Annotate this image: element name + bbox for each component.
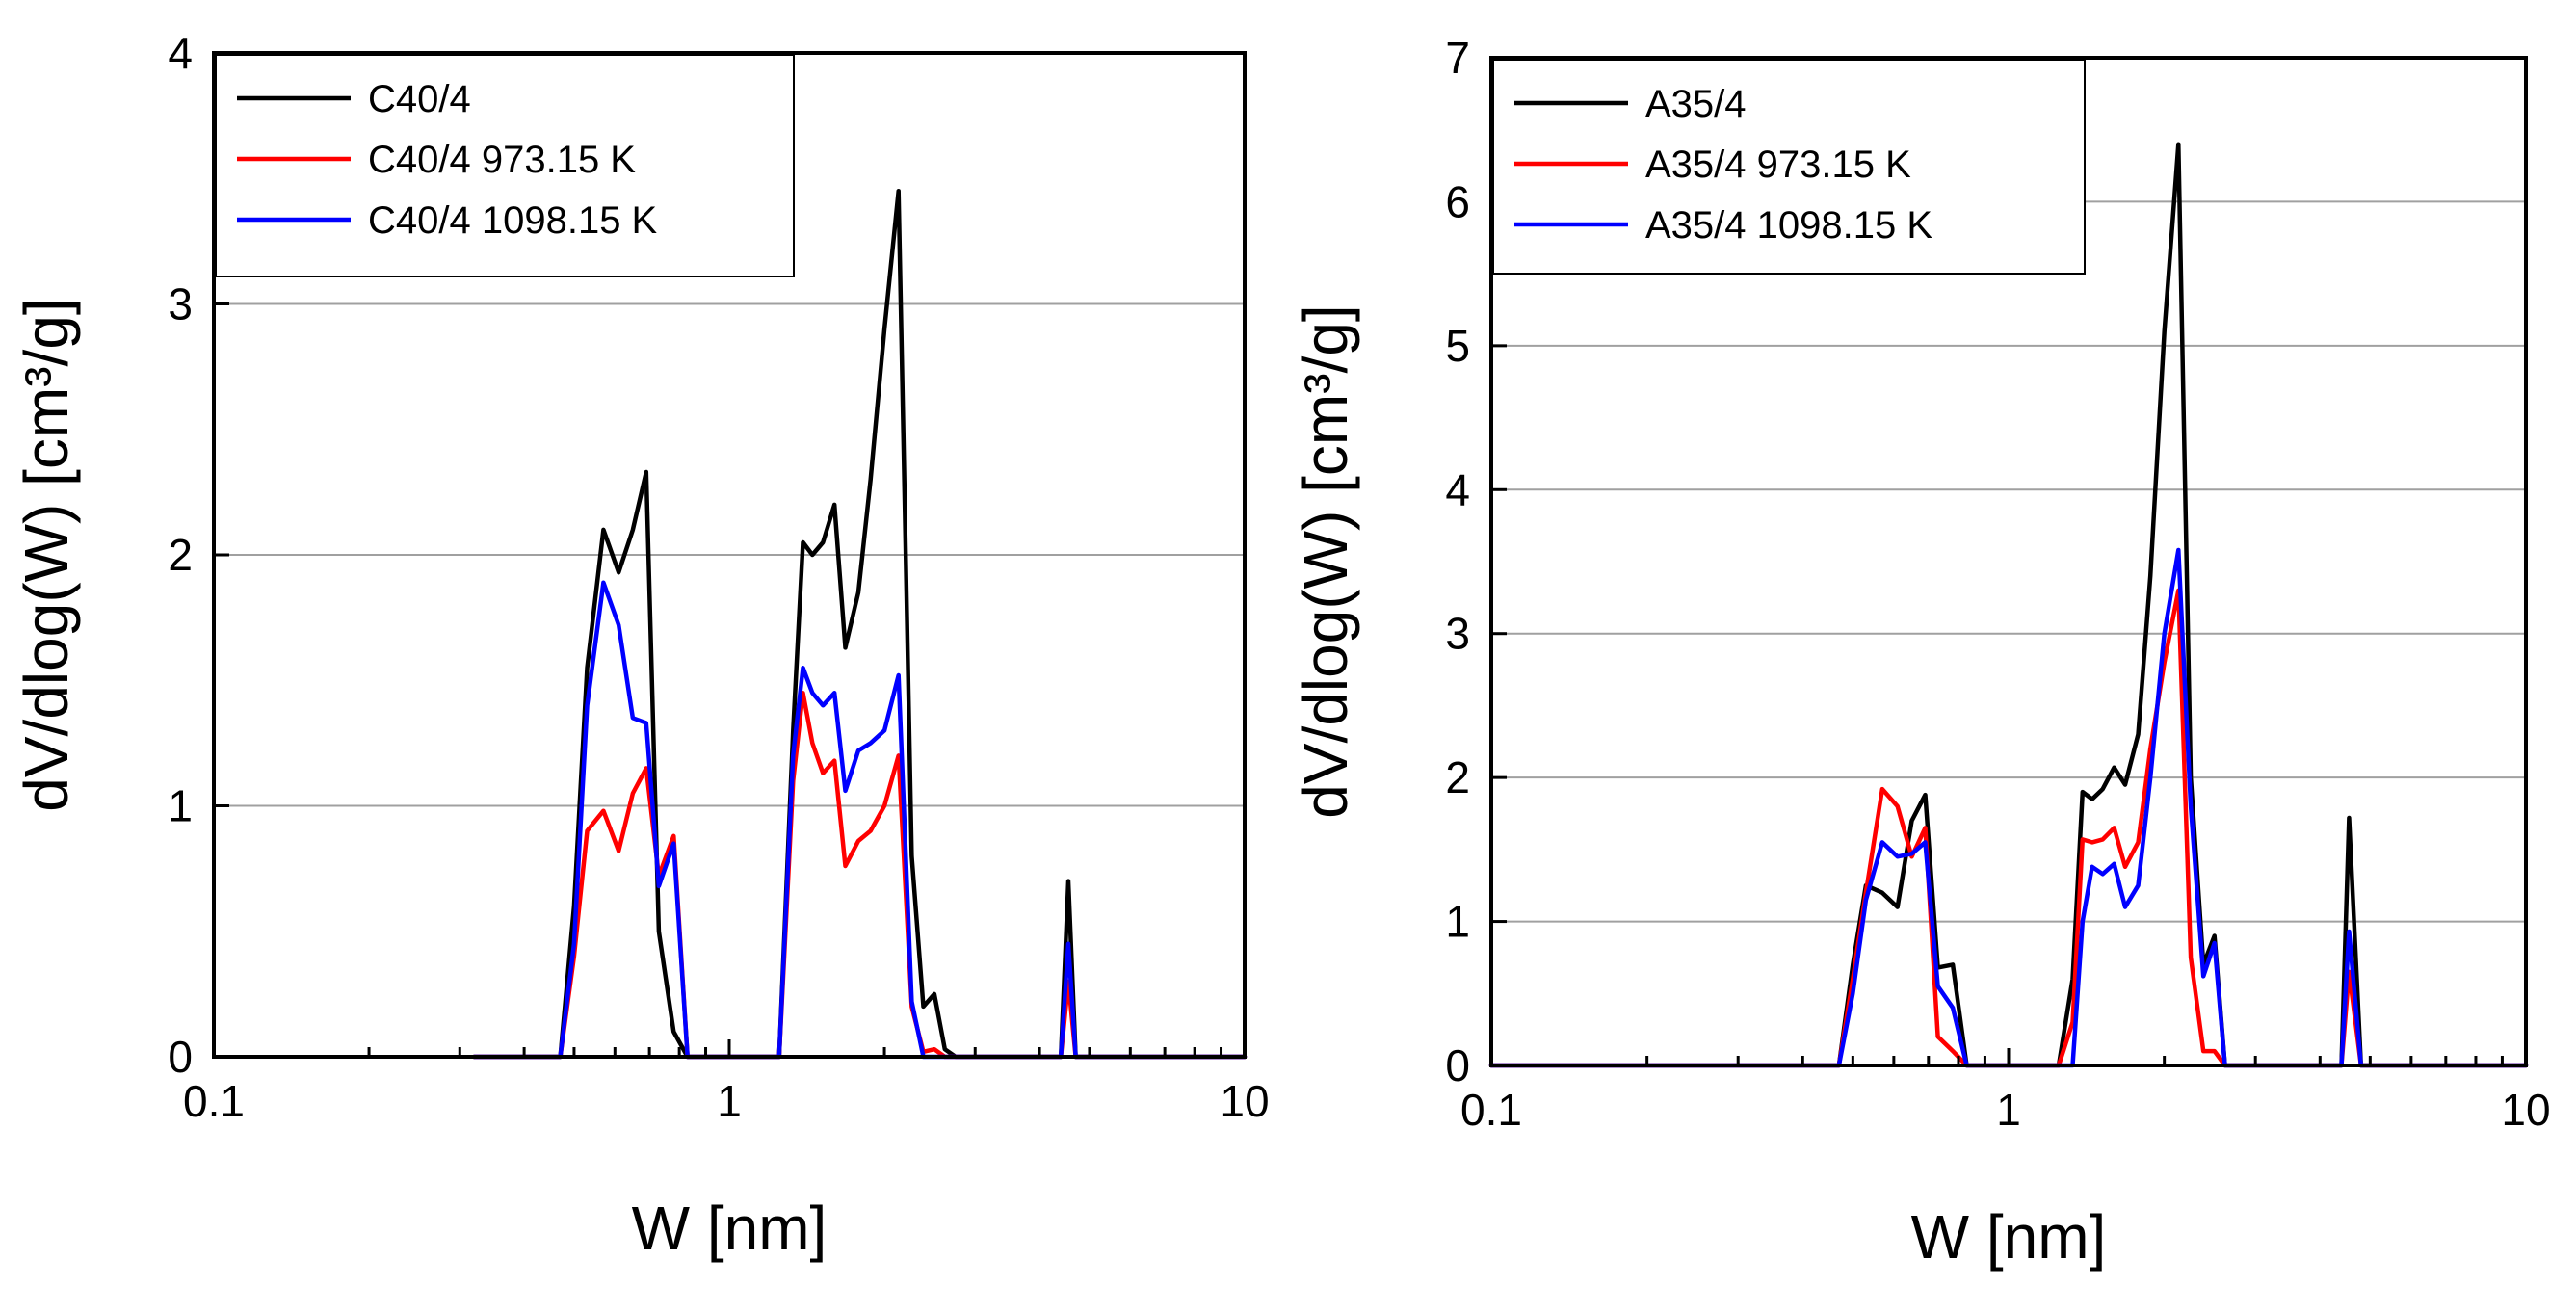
y-tick-label-2: 2 (168, 530, 193, 580)
y-tick-label-6: 6 (1445, 176, 1470, 226)
series-line-0 (1488, 142, 2529, 1068)
legend-box (215, 54, 795, 277)
series-line-1 (1488, 588, 2529, 1068)
x-tick-label-2: 10 (1220, 1076, 1269, 1126)
y-tick-label-5: 5 (1445, 321, 1470, 371)
y-axis-label: dV/dlog(W) [cm³/g] (12, 298, 81, 811)
x-tick-label-0: 0.1 (1460, 1085, 1522, 1135)
y-tick-label-3: 3 (1445, 609, 1470, 659)
chart-panel-c40: 0 1 2 3 4 0.1 1 10 W [nm] dV/dlog(W) [cm³/g] C40/4… (12, 28, 1270, 1263)
legend-label-0: A35/4 (1645, 83, 1747, 125)
x-tick-label-1: 1 (1996, 1085, 2021, 1135)
x-axis-label: W [nm] (632, 1194, 828, 1263)
y-tick-label-1: 1 (1445, 897, 1470, 947)
x-tick-label-2: 10 (2501, 1085, 2550, 1135)
y-tick-label-4: 4 (168, 28, 193, 78)
series-line-0 (472, 189, 1248, 1060)
y-tick-label-3: 3 (168, 279, 193, 329)
x-axis-label: W [nm] (1911, 1202, 2107, 1272)
y-axis-label: dV/dlog(W) [cm³/g] (1291, 304, 1360, 818)
legend-box (1492, 59, 2086, 275)
x-tick-label-1: 1 (717, 1076, 742, 1126)
y-tick-label-2: 2 (1445, 752, 1470, 802)
series-line-2 (1488, 547, 2529, 1068)
legend-label-1: C40/4 973.15 K (368, 139, 636, 181)
x-tick-label-0: 0.1 (183, 1076, 245, 1126)
y-tick-label-0: 0 (168, 1032, 193, 1082)
y-tick-label-1: 1 (168, 781, 193, 831)
legend-label-0: C40/4 (368, 78, 471, 120)
legend-label-2: A35/4 1098.15 K (1645, 204, 1932, 247)
y-tick-label-0: 0 (1445, 1040, 1470, 1090)
legend-label-2: C40/4 1098.15 K (368, 199, 658, 242)
legend-label-1: A35/4 973.15 K (1645, 144, 1911, 186)
chart-panel-a35: 0 1 2 3 4 5 6 7 0.1 1 10 W [nm] dV/dlog(W) [cm³/g] A3… (1291, 33, 2551, 1272)
y-tick-label-4: 4 (1445, 464, 1470, 514)
y-tick-label-7: 7 (1445, 33, 1470, 83)
